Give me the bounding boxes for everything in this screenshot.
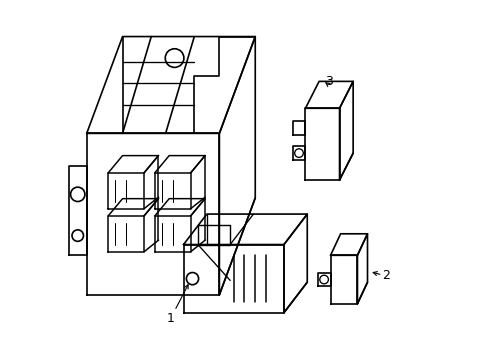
- Text: 2: 2: [382, 269, 389, 282]
- Text: 1: 1: [167, 311, 175, 325]
- Text: 3: 3: [324, 75, 332, 88]
